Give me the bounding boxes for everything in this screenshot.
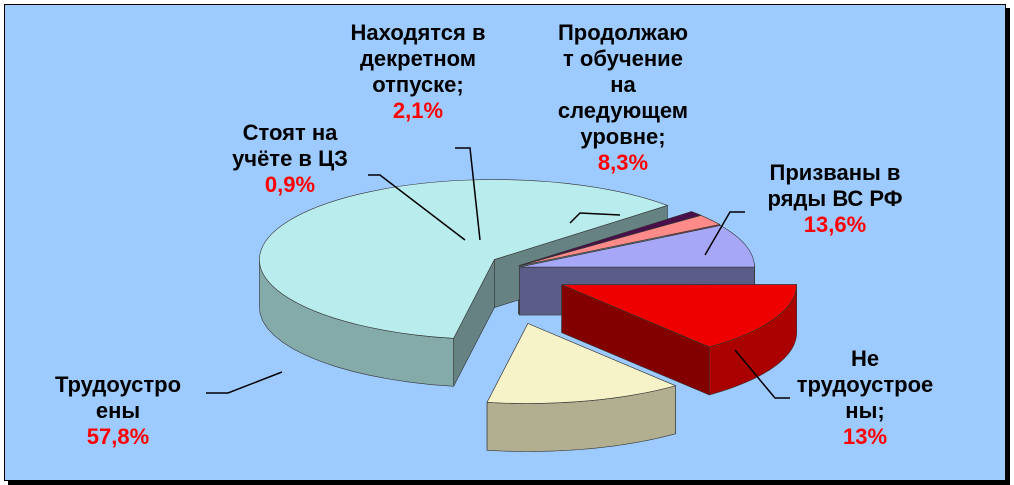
label-registered-center: Стоят на учёте в ЦЗ 0,9% xyxy=(210,120,370,198)
leader-line-1 xyxy=(368,174,466,241)
label-army: Призваны в ряды ВС РФ 13,6% xyxy=(735,160,935,238)
pie-slice-3 xyxy=(519,225,755,268)
pie-slice-5 xyxy=(486,323,677,404)
label-maternity-leave: Находятся в декретном отпуске; 2,1% xyxy=(318,20,518,124)
pct-employed: 57,8% xyxy=(86,424,150,449)
pct-unemployed: 13% xyxy=(842,424,888,449)
pie-slice-4 xyxy=(561,284,797,348)
leader-line-5 xyxy=(734,349,790,399)
pct-maternity-leave: 2,1% xyxy=(392,98,444,123)
leader-line-3 xyxy=(569,212,621,224)
label-employed: Трудоустро ены 57,8% xyxy=(28,372,208,450)
leader-line-2 xyxy=(455,147,481,241)
label-continue-study: Продолжаю т обучение на следующем уровне… xyxy=(528,20,718,176)
label-unemployed: Не трудоустрое ны; 13% xyxy=(760,346,970,450)
pie-slice-2 xyxy=(518,215,721,267)
pct-army: 13,6% xyxy=(803,212,867,237)
pct-continue-study: 8,3% xyxy=(597,150,649,175)
pie-slice-1 xyxy=(518,211,702,266)
leader-line-0 xyxy=(206,371,283,394)
pct-registered-center: 0,9% xyxy=(264,172,316,197)
pie-slice-0 xyxy=(259,179,669,339)
leader-line-4 xyxy=(704,211,745,256)
